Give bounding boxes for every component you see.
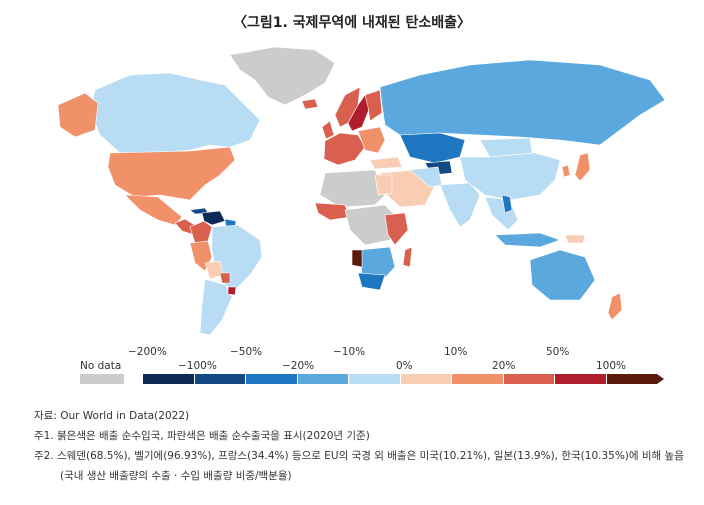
legend-label-bottom-3: 20%: [492, 360, 516, 372]
source-note: 자료: Our World in Data(2022): [34, 410, 190, 422]
legend-no-data-swatch: [80, 374, 124, 384]
legend-label-top-4: 50%: [546, 346, 570, 358]
region-greenland: [229, 46, 336, 106]
world-map: [57, 46, 666, 336]
region-southeast-asia: [484, 196, 519, 231]
region-russia: [379, 59, 666, 146]
region-venezuela: [201, 210, 226, 226]
region-east-africa: [384, 212, 409, 246]
region-madagascar: [402, 246, 413, 268]
legend-swatch-1: [194, 374, 245, 384]
region-turkey: [369, 156, 403, 170]
region-argentina: [199, 278, 233, 336]
map-legend: No data −200% −50% −10% 10% 50% −100% −2…: [80, 342, 680, 392]
figure-notes: 자료: Our World in Data(2022) 주1. 붉은색은 배출 …: [34, 406, 694, 486]
note-2: 주2. 스웨덴(68.5%), 벨기에(96.93%), 프랑스(34.4%) …: [34, 450, 684, 462]
legend-label-bottom-1: −20%: [282, 360, 315, 372]
region-namibia: [351, 249, 363, 268]
region-usa: [107, 146, 236, 201]
legend-swatch-2: [246, 374, 297, 384]
region-new-zealand: [607, 292, 623, 321]
region-egypt: [374, 174, 393, 196]
region-australia: [529, 249, 596, 301]
region-paraguay: [219, 272, 231, 284]
legend-swatch-6: [452, 374, 503, 384]
legend-label-bottom-2: 0%: [396, 360, 413, 372]
legend-label-top-0: −200%: [128, 346, 167, 358]
region-indonesia: [494, 232, 561, 248]
note-3: (국내 생산 배출량의 수출 · 수입 배출량 비중/백분율): [60, 470, 292, 482]
region-china: [459, 152, 561, 201]
region-kazakhstan: [399, 132, 466, 164]
region-iceland: [301, 98, 319, 110]
legend-swatch-0: [143, 374, 194, 384]
region-png: [564, 234, 586, 244]
region-canada: [89, 72, 261, 154]
region-colombia: [189, 220, 213, 244]
legend-label-bottom-0: −100%: [178, 360, 217, 372]
legend-label-top-3: 10%: [444, 346, 468, 358]
region-alaska: [57, 92, 99, 138]
legend-swatch-3: [297, 374, 348, 384]
region-south-africa: [357, 272, 386, 291]
region-brazil: [211, 224, 263, 291]
region-eastern-europe: [357, 126, 386, 154]
legend-swatch-8: [555, 374, 606, 384]
legend-label-top-1: −50%: [230, 346, 263, 358]
legend-arrow: [657, 374, 664, 384]
legend-swatch-7: [503, 374, 554, 384]
region-vietnam: [501, 194, 513, 214]
region-west-africa: [314, 202, 351, 221]
legend-label-bottom-4: 100%: [596, 360, 627, 372]
region-uruguay: [227, 286, 237, 296]
legend-no-data-label: No data: [80, 360, 122, 372]
region-korea: [561, 164, 571, 178]
region-north-africa: [319, 169, 386, 208]
region-mexico: [124, 194, 183, 226]
region-finland: [364, 89, 383, 122]
legend-label-top-2: −10%: [333, 346, 366, 358]
legend-swatch-9: [606, 374, 657, 384]
region-western-europe: [323, 132, 366, 166]
note-1: 주1. 붉은색은 배출 순수입국, 파란색은 배출 순수출국을 표시(2020년…: [34, 430, 370, 442]
region-india: [439, 182, 481, 228]
figure-title: 〈그림1. 국제무역에 내재된 탄소배출〉: [232, 15, 471, 31]
region-japan: [574, 152, 591, 182]
legend-swatch-5: [400, 374, 451, 384]
legend-swatch-4: [349, 374, 400, 384]
region-uk: [321, 120, 335, 140]
